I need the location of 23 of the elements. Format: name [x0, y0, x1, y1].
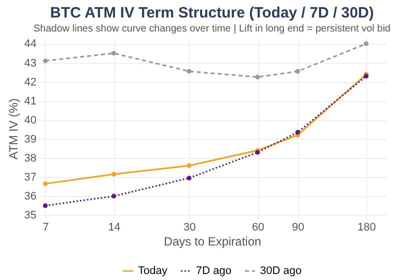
- y-tick-label: 38: [24, 152, 36, 165]
- y-tick-label: 36: [24, 190, 36, 203]
- x-tick-label: 180: [357, 222, 376, 234]
- y-tick-label: 43: [24, 57, 36, 70]
- y-tick-label: 42: [24, 76, 36, 88]
- x-tick-label: 60: [252, 222, 264, 234]
- y-tick-label: 40: [24, 114, 36, 126]
- chart-title: BTC ATM IV Term Structure (Today / 7D / 30D): [50, 4, 374, 22]
- y-tick-label: 44: [24, 38, 36, 50]
- chart-subtitle: Shadow lines show curve changes over time | Lift in long end = persistent vol bid: [34, 24, 390, 35]
- x-tick-label: 90: [292, 222, 304, 234]
- y-axis-title: ATM IV (%): [6, 98, 20, 160]
- x-tick-label: 14: [108, 222, 120, 234]
- y-tick-label: 35: [24, 210, 36, 222]
- legend-label: 30D ago: [260, 265, 302, 277]
- x-tick-label: 7: [42, 222, 49, 234]
- legend-label: 7D ago: [196, 265, 232, 277]
- y-tick-label: 39: [24, 133, 36, 146]
- y-tick-label: 37: [24, 172, 36, 184]
- y-tick-label: 41: [24, 95, 36, 108]
- x-tick-label: 30: [184, 222, 196, 234]
- x-axis-title: Days to Expiration: [164, 234, 262, 248]
- legend-label: Today: [138, 265, 168, 277]
